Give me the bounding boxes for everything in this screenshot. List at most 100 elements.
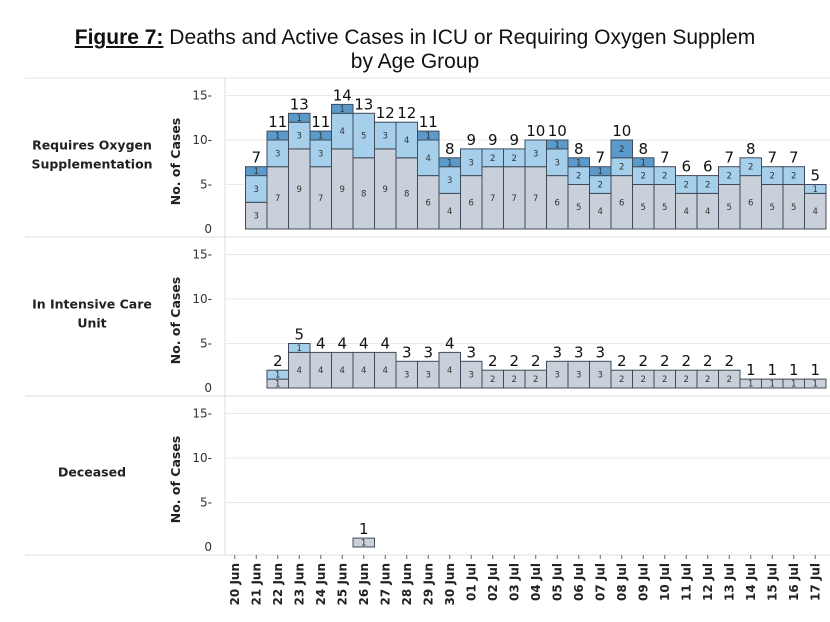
- y-tick-label: 0: [204, 540, 212, 554]
- y-tick-label: 0: [204, 381, 212, 395]
- segment-label: 9: [340, 185, 345, 195]
- x-tick-label: 12 Jul: [701, 563, 715, 601]
- segment-label: 4: [340, 366, 345, 376]
- bar-segment: [288, 112, 311, 123]
- segment-label: 1: [275, 380, 280, 390]
- segment-label: 8: [404, 189, 409, 199]
- x-tick-label: 07 Jul: [593, 563, 607, 601]
- bar-total-label: 3: [552, 343, 562, 361]
- segment-label: 4: [705, 207, 710, 217]
- y-tick-label: 10-: [192, 292, 212, 306]
- segment-label: 5: [662, 203, 667, 213]
- segment-label: 2: [705, 375, 710, 385]
- bar-total-label: 13: [354, 95, 373, 113]
- bar-total-label: 10: [548, 122, 567, 140]
- y-tick-label: 5-: [200, 178, 212, 192]
- segment-label: 1: [361, 539, 366, 549]
- segment-label: 4: [426, 154, 431, 164]
- segment-label: 5: [791, 203, 796, 213]
- bar-total-label: 1: [746, 361, 756, 379]
- segment-label: 4: [340, 127, 345, 137]
- figure-number: Figure 7:: [74, 26, 164, 49]
- x-tick-label: 24 Jun: [314, 563, 328, 605]
- segment-label: 3: [254, 212, 259, 222]
- bar-total-label: 12: [397, 104, 416, 122]
- bar-segment: [417, 130, 440, 141]
- segment-label: 1: [447, 158, 452, 168]
- segment-label: 2: [727, 375, 732, 385]
- segment-label: 5: [361, 132, 366, 142]
- x-tick-label: 21 Jun: [249, 563, 263, 605]
- segment-label: 3: [555, 158, 560, 168]
- bar-total-label: 9: [466, 131, 476, 149]
- bar-total-label: 7: [251, 149, 261, 167]
- segment-label: 4: [684, 207, 689, 217]
- x-tick-label: 17 Jul: [808, 563, 822, 601]
- segment-label: 3: [598, 371, 603, 381]
- bar-total-label: 2: [509, 352, 519, 370]
- bar-total-label: 5: [294, 326, 304, 344]
- segment-label: 1: [254, 167, 259, 177]
- segment-label: 6: [426, 198, 431, 208]
- bar-total-label: 13: [290, 95, 309, 113]
- x-tick-label: 02 Jul: [486, 563, 500, 601]
- segment-label: 3: [297, 132, 302, 142]
- y-axis-title: No. of Cases: [168, 118, 183, 206]
- segment-label: 3: [576, 371, 581, 381]
- x-tick-label: 23 Jun: [292, 563, 306, 605]
- bar-total-label: 7: [789, 149, 799, 167]
- segment-label: 1: [275, 371, 280, 381]
- segment-label: 3: [469, 371, 474, 381]
- segment-label: 2: [619, 145, 624, 155]
- segment-label: 2: [533, 375, 538, 385]
- title-text: Deaths and Active Cases in ICU or Requir…: [163, 26, 756, 49]
- bar-total-label: 3: [574, 343, 584, 361]
- segment-label: 7: [318, 194, 323, 204]
- bar-total-label: 2: [531, 352, 541, 370]
- y-tick-label: 15-: [192, 89, 212, 103]
- y-axis-title: No. of Cases: [168, 277, 183, 365]
- bar-segment: [352, 537, 375, 548]
- segment-label: 1: [748, 380, 753, 390]
- bar-total-label: 2: [660, 352, 670, 370]
- segment-label: 1: [275, 132, 280, 142]
- bar-total-label: 8: [746, 140, 756, 158]
- x-tick-label: 03 Jul: [507, 563, 521, 601]
- panel-row-label: In Intensive Care: [32, 297, 152, 312]
- segment-label: 3: [404, 371, 409, 381]
- segment-label: 1: [318, 132, 323, 142]
- segment-label: 6: [469, 198, 474, 208]
- x-tick-label: 15 Jul: [765, 563, 779, 601]
- segment-label: 7: [275, 194, 280, 204]
- bar-segment: [804, 378, 827, 389]
- bar-total-label: 4: [316, 334, 326, 352]
- segment-label: 1: [555, 140, 560, 150]
- segment-label: 2: [770, 172, 775, 182]
- y-tick-label: 10-: [192, 451, 212, 465]
- bar-total-label: 7: [660, 149, 670, 167]
- bar-total-label: 9: [509, 131, 519, 149]
- segment-label: 3: [318, 149, 323, 159]
- y-tick-label: 15-: [192, 407, 212, 421]
- bar-total-label: 6: [703, 158, 713, 176]
- bar-segment: [632, 157, 655, 168]
- bar-total-label: 3: [423, 343, 433, 361]
- bar-total-label: 2: [488, 352, 498, 370]
- segment-label: 2: [791, 172, 796, 182]
- y-tick-label: 0: [204, 222, 212, 236]
- segment-label: 3: [447, 176, 452, 186]
- bar-total-label: 4: [337, 334, 347, 352]
- bar-total-label: 7: [724, 149, 734, 167]
- bar-segment: [331, 103, 354, 114]
- bar-total-label: 3: [402, 343, 412, 361]
- x-tick-label: 14 Jul: [744, 563, 758, 601]
- segment-label: 2: [619, 375, 624, 385]
- segment-label: 2: [662, 375, 667, 385]
- segment-label: 2: [576, 172, 581, 182]
- segment-label: 2: [705, 181, 710, 191]
- x-tick-label: 30 Jun: [443, 563, 457, 605]
- segment-label: 1: [641, 158, 646, 168]
- segment-label: 1: [813, 380, 818, 390]
- segment-label: 4: [361, 366, 366, 376]
